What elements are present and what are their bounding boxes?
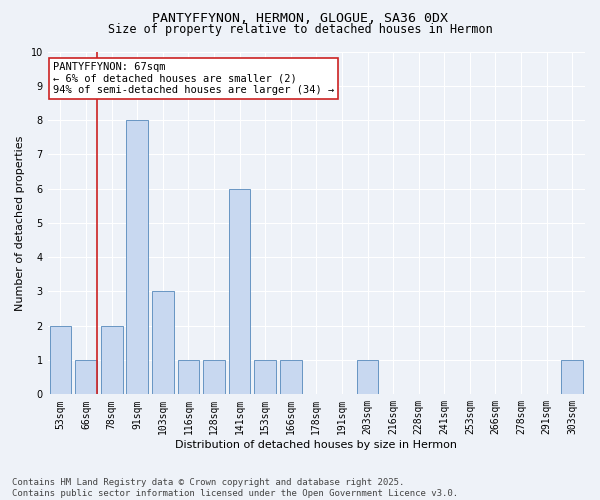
Text: Size of property relative to detached houses in Hermon: Size of property relative to detached ho… — [107, 22, 493, 36]
Bar — [356, 360, 379, 394]
Bar — [178, 360, 199, 394]
Bar — [101, 326, 122, 394]
Bar — [127, 120, 148, 394]
Bar — [152, 292, 173, 395]
Bar — [562, 360, 583, 394]
Bar — [203, 360, 225, 394]
Text: Contains HM Land Registry data © Crown copyright and database right 2025.
Contai: Contains HM Land Registry data © Crown c… — [12, 478, 458, 498]
Bar — [50, 326, 71, 394]
Y-axis label: Number of detached properties: Number of detached properties — [15, 135, 25, 310]
Bar — [254, 360, 276, 394]
Text: PANTYFFYNON, HERMON, GLOGUE, SA36 0DX: PANTYFFYNON, HERMON, GLOGUE, SA36 0DX — [152, 12, 448, 26]
Text: PANTYFFYNON: 67sqm
← 6% of detached houses are smaller (2)
94% of semi-detached : PANTYFFYNON: 67sqm ← 6% of detached hous… — [53, 62, 334, 95]
Bar — [75, 360, 97, 394]
X-axis label: Distribution of detached houses by size in Hermon: Distribution of detached houses by size … — [175, 440, 457, 450]
Bar — [280, 360, 302, 394]
Bar — [229, 188, 250, 394]
